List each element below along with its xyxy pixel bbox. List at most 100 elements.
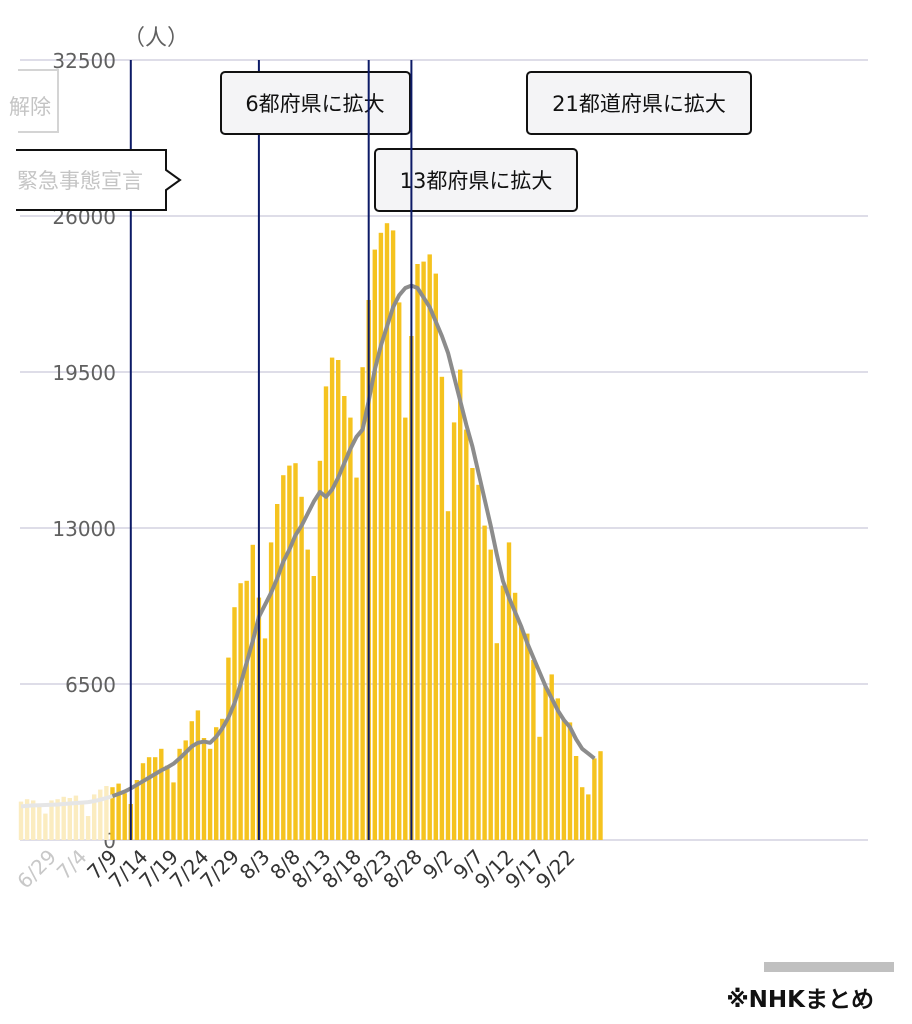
bar — [73, 795, 79, 840]
bar — [598, 751, 603, 840]
moving-average-series — [20, 283, 596, 809]
bar — [67, 798, 72, 840]
event-label: 緊急事態宣言 — [17, 169, 143, 193]
event-box — [526, 71, 752, 135]
bar — [427, 254, 432, 840]
bar — [153, 757, 158, 840]
bar — [37, 806, 42, 840]
bar — [390, 230, 396, 840]
event-box-arrow — [16, 149, 182, 211]
bar — [92, 794, 97, 840]
bar — [476, 484, 481, 840]
bar — [201, 738, 207, 840]
event-box — [220, 71, 411, 135]
fade-overlay: 解除 — [9, 69, 59, 133]
bar — [555, 698, 560, 840]
bar — [104, 786, 109, 840]
bar — [537, 736, 542, 840]
bar — [561, 720, 567, 840]
bar — [580, 787, 585, 840]
bar — [439, 376, 445, 840]
bar — [586, 794, 591, 840]
bar — [262, 638, 268, 840]
bar — [506, 542, 512, 840]
bar — [85, 816, 91, 840]
bar — [329, 357, 335, 840]
bar — [122, 793, 127, 840]
moving-average-line-faded — [20, 794, 114, 809]
bar — [134, 780, 140, 840]
bar — [378, 232, 384, 841]
bar — [567, 722, 573, 840]
source-note: ※NHKまとめ — [726, 987, 874, 1013]
bar — [348, 417, 353, 840]
bar — [500, 585, 506, 840]
faded-release-box — [18, 69, 59, 133]
moving-average-line — [111, 283, 596, 798]
event-box — [374, 148, 578, 212]
bar — [531, 660, 536, 840]
bar — [183, 740, 188, 840]
bar — [281, 475, 286, 840]
bar — [397, 302, 402, 840]
bar — [451, 422, 457, 840]
bar — [214, 727, 219, 840]
bar — [55, 799, 60, 840]
bar — [464, 429, 469, 840]
bar — [61, 796, 66, 840]
bar — [220, 718, 225, 840]
bar — [354, 477, 359, 840]
bar — [238, 583, 243, 840]
bar — [79, 804, 85, 840]
source-bar — [764, 962, 894, 972]
bar — [384, 223, 390, 840]
y-tick-label: 19500 — [52, 361, 116, 385]
bar — [43, 813, 48, 840]
bar — [165, 765, 170, 840]
bar — [232, 607, 237, 840]
bar — [146, 757, 152, 840]
bar — [226, 657, 231, 840]
bar — [519, 626, 524, 840]
bar — [360, 367, 365, 840]
bar — [317, 460, 323, 840]
bar — [189, 721, 194, 840]
bar — [177, 748, 182, 840]
x-tick-labels: 6/297/47/97/147/197/247/298/38/88/138/18… — [12, 845, 579, 894]
bar — [323, 386, 329, 840]
bar — [98, 789, 103, 840]
y-tick-label: 6500 — [65, 673, 116, 697]
event-label: 21都道府県に拡大 — [552, 92, 726, 116]
bar — [311, 576, 316, 840]
unit-label: （人） — [123, 26, 189, 51]
bar — [482, 525, 487, 840]
bar — [543, 686, 548, 840]
bar — [275, 504, 280, 840]
bar — [195, 710, 201, 840]
bar — [299, 496, 304, 840]
bar — [207, 748, 213, 840]
event-box-bg — [16, 150, 166, 210]
event-lines: 緊急事態宣言 6都府県に拡大 13都府県に拡大 21都道府県に拡大 — [16, 60, 752, 840]
bar — [116, 783, 121, 840]
bar — [525, 633, 530, 840]
bar — [512, 592, 518, 840]
y-tick-label: 32500 — [52, 49, 116, 73]
bar — [140, 763, 146, 840]
bar — [268, 542, 274, 840]
bar — [18, 801, 24, 840]
bar — [573, 756, 579, 840]
bar-series — [18, 223, 603, 841]
bar — [372, 249, 377, 841]
bar — [244, 580, 249, 840]
bar — [592, 758, 597, 840]
bar — [549, 674, 554, 840]
faded-release-label: 解除 — [9, 95, 51, 119]
bar — [433, 273, 438, 841]
bar — [488, 549, 493, 840]
y-tick-label: 13000 — [52, 517, 116, 541]
bar — [342, 396, 347, 840]
bar — [293, 463, 298, 840]
bar — [31, 800, 36, 840]
